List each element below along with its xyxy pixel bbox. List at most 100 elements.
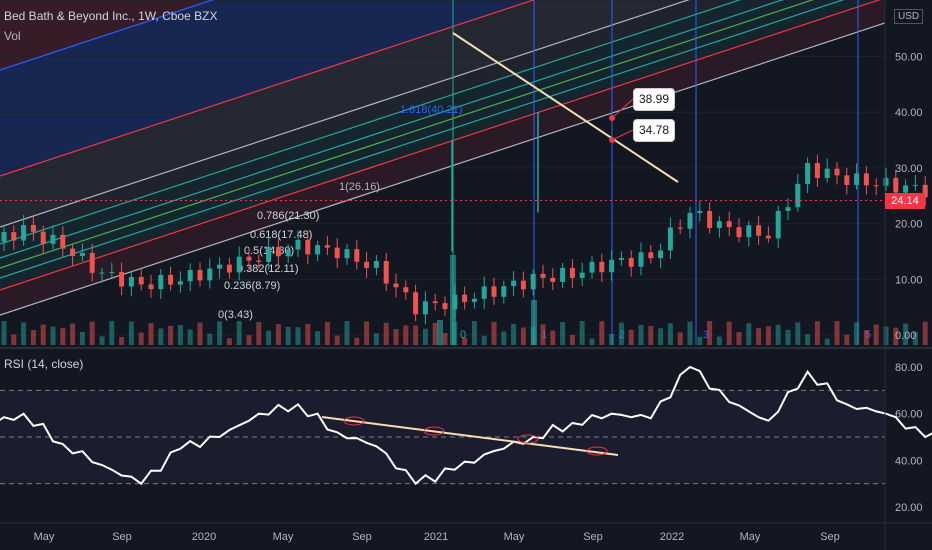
volume-bar (60, 327, 66, 345)
volume-bar (138, 332, 144, 345)
candle-body (746, 225, 752, 238)
volume-bar (491, 321, 497, 345)
volume-bar (119, 337, 125, 345)
candle-body (520, 280, 526, 290)
callout-connector (611, 129, 634, 141)
candle-body (158, 274, 164, 290)
candle-body (275, 246, 281, 257)
candle-body (422, 301, 428, 315)
candle-body (138, 276, 144, 285)
candle-body (648, 252, 654, 259)
fib-channel-fills (0, 0, 885, 315)
candle-body (226, 264, 232, 273)
volume-bar (275, 324, 281, 345)
rsi-tick-label: 20.00 (895, 502, 923, 514)
candle-body (11, 232, 17, 241)
price-callout-lower[interactable]: 34.78 (633, 119, 675, 142)
fib-level-label: 1.618(40.21) (400, 104, 462, 116)
volume-bar (844, 334, 850, 345)
candle-body (736, 227, 742, 238)
volume-bar (540, 324, 546, 345)
volume-bar (315, 331, 321, 345)
volume-bar (324, 321, 330, 345)
candle-body (1, 232, 7, 242)
candle-body (765, 235, 771, 239)
volume-bar (814, 321, 820, 345)
volume-bar (442, 333, 448, 345)
candle-body (99, 272, 105, 274)
volume-bar (266, 330, 272, 345)
candle-body (824, 168, 830, 178)
volume-bar (305, 323, 311, 345)
rsi-tick-label: 80.00 (895, 362, 923, 374)
fib-level-label: 0.786(21.30) (257, 210, 319, 222)
volume-bar (667, 323, 673, 345)
candle-body (60, 234, 66, 249)
candle-body (609, 259, 615, 273)
rsi-tick-label: 60.00 (895, 409, 923, 421)
candle-body (579, 272, 585, 278)
time-zone-label: 3 (703, 329, 709, 341)
candle-body (687, 212, 693, 229)
volume-bar (383, 322, 389, 345)
time-tick-label: 2022 (660, 531, 684, 543)
candle-body (638, 252, 644, 267)
candle-body (148, 284, 154, 290)
volume-bar (697, 336, 703, 345)
candle-body (70, 248, 76, 256)
callout-point (609, 137, 615, 143)
volume-bar (658, 328, 664, 345)
rsi-label: RSI (14, close) (4, 357, 84, 371)
volume-bar (256, 322, 262, 345)
candle-body (775, 210, 781, 239)
volume-bar (207, 333, 213, 345)
candle-body (432, 301, 438, 304)
volume-bar (550, 330, 556, 345)
volume-bar (30, 330, 36, 345)
volume-bar (677, 332, 683, 345)
candle-body (40, 231, 46, 244)
volume-bar (707, 321, 713, 345)
time-tick-label: Sep (112, 531, 132, 543)
volume-bar (589, 338, 595, 345)
price-tick-label: 50.00 (895, 52, 923, 64)
candle-body (197, 269, 203, 281)
volume-bar (148, 323, 154, 345)
time-tick-label: May (740, 531, 761, 543)
channel-line-3 (0, 0, 815, 269)
volume-bar (511, 323, 517, 345)
volume-bar (168, 325, 174, 345)
channel-line-2 (0, 0, 845, 279)
volume-bar (618, 322, 624, 345)
fib-channel-lines: 0(3.43)0.236(8.79)0.382(12.11)0.5(14.80)… (0, 0, 886, 345)
candle-body (893, 177, 899, 193)
channel-line-0 (0, 22, 886, 316)
volume-bar (638, 324, 644, 345)
candle-body (373, 261, 379, 268)
volume-bar (422, 328, 428, 345)
volume-bar (285, 326, 291, 345)
currency-label[interactable]: USD (894, 9, 924, 24)
volume-bar (99, 336, 105, 345)
volume-bar (187, 329, 193, 345)
price-tick-label: 10.00 (895, 274, 923, 286)
price-tick-label: 40.00 (895, 107, 923, 119)
volume-bar (648, 326, 654, 345)
volume-bar (854, 322, 860, 345)
price-tick-label: 20.00 (895, 219, 923, 231)
candle-body (109, 271, 115, 273)
rsi-touch-marker (423, 426, 445, 436)
candle-body (89, 252, 95, 273)
fib-level-label: 1(26.16) (339, 181, 380, 193)
rsi-trendline (321, 416, 619, 456)
candle-body (795, 183, 801, 208)
fib-level-label: 0(3.43) (218, 309, 253, 321)
candle-body (324, 245, 330, 248)
candle-body (491, 286, 497, 297)
volume-bar (11, 334, 17, 345)
volume-bar (432, 322, 438, 345)
volume-bar (462, 337, 468, 345)
candle-body (550, 277, 556, 282)
price-callout-upper[interactable]: 38.99 (633, 88, 675, 111)
channel-line-1 (0, 0, 881, 291)
